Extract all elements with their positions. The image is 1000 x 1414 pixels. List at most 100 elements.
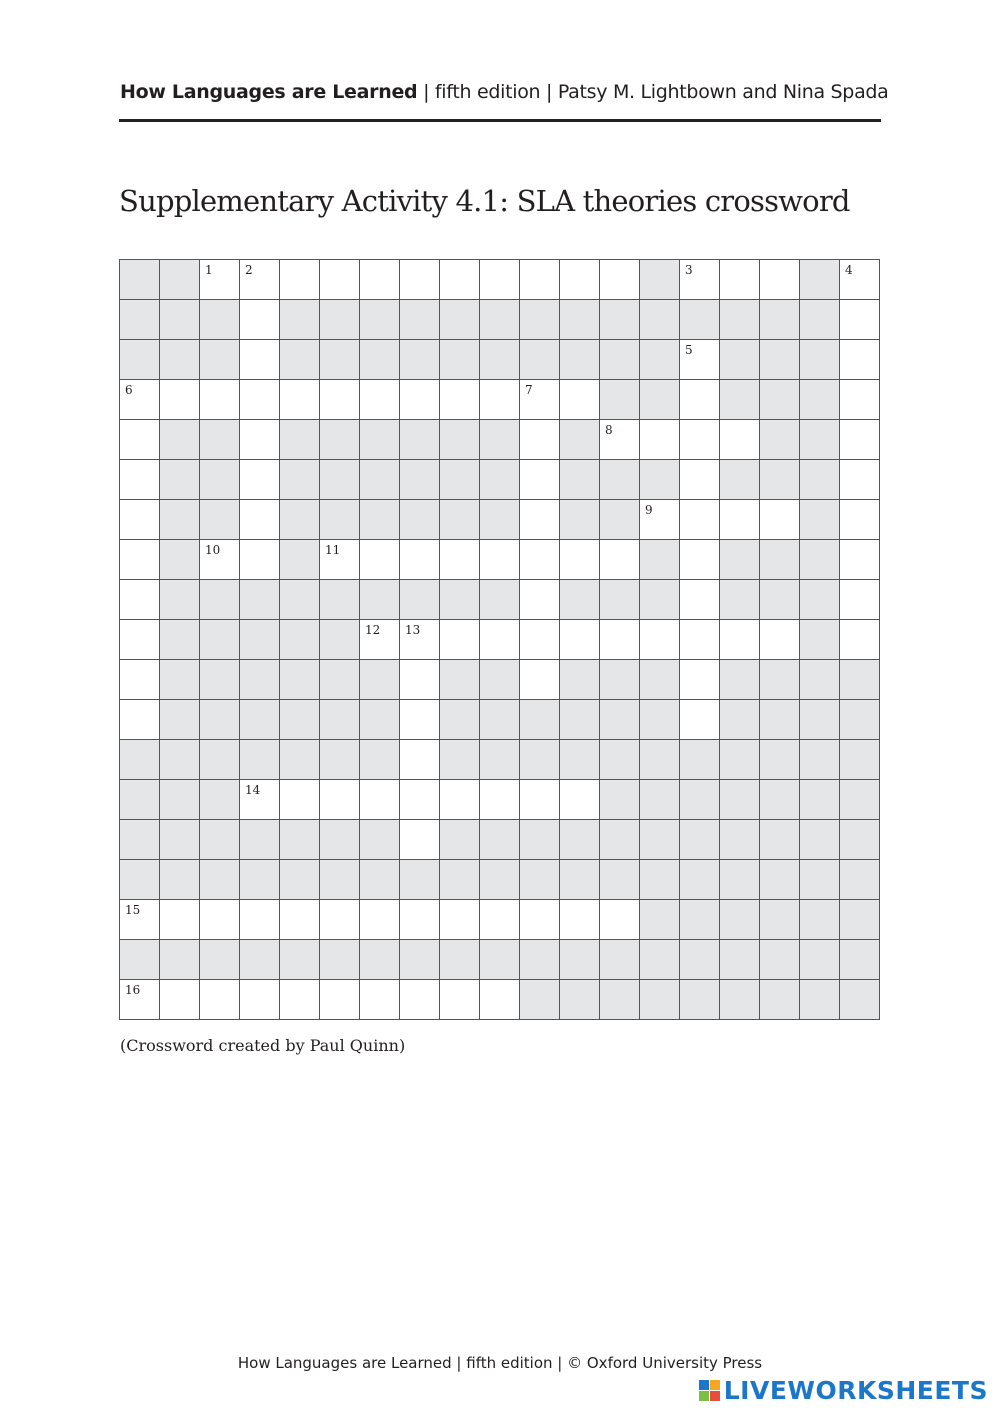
crossword-answer-cell[interactable] xyxy=(520,620,560,660)
crossword-answer-cell[interactable] xyxy=(240,500,280,540)
crossword-answer-cell[interactable] xyxy=(320,980,360,1020)
crossword-answer-cell[interactable] xyxy=(520,260,560,300)
crossword-answer-cell[interactable] xyxy=(560,620,600,660)
crossword-answer-cell[interactable] xyxy=(160,380,200,420)
crossword-answer-cell[interactable] xyxy=(600,620,640,660)
crossword-answer-cell[interactable] xyxy=(400,260,440,300)
crossword-answer-cell[interactable] xyxy=(600,260,640,300)
crossword-answer-cell[interactable] xyxy=(400,820,440,860)
crossword-answer-cell[interactable]: 10 xyxy=(200,540,240,580)
crossword-answer-cell[interactable] xyxy=(440,900,480,940)
crossword-answer-cell[interactable] xyxy=(120,540,160,580)
crossword-answer-cell[interactable] xyxy=(560,380,600,420)
crossword-answer-cell[interactable] xyxy=(400,660,440,700)
crossword-answer-cell[interactable] xyxy=(760,260,800,300)
crossword-answer-cell[interactable] xyxy=(280,260,320,300)
crossword-answer-cell[interactable] xyxy=(240,540,280,580)
crossword-answer-cell[interactable] xyxy=(360,780,400,820)
crossword-answer-cell[interactable] xyxy=(520,900,560,940)
crossword-answer-cell[interactable] xyxy=(480,780,520,820)
crossword-answer-cell[interactable] xyxy=(280,780,320,820)
crossword-answer-cell[interactable] xyxy=(400,700,440,740)
crossword-answer-cell[interactable] xyxy=(120,580,160,620)
crossword-answer-cell[interactable] xyxy=(200,980,240,1020)
crossword-answer-cell[interactable] xyxy=(440,780,480,820)
crossword-answer-cell[interactable] xyxy=(480,540,520,580)
crossword-answer-cell[interactable] xyxy=(640,420,680,460)
crossword-answer-cell[interactable] xyxy=(200,900,240,940)
crossword-answer-cell[interactable] xyxy=(360,980,400,1020)
crossword-answer-cell[interactable]: 12 xyxy=(360,620,400,660)
crossword-answer-cell[interactable] xyxy=(520,540,560,580)
crossword-answer-cell[interactable] xyxy=(240,460,280,500)
crossword-answer-cell[interactable]: 4 xyxy=(840,260,880,300)
crossword-answer-cell[interactable]: 7 xyxy=(520,380,560,420)
crossword-answer-cell[interactable] xyxy=(200,380,240,420)
crossword-answer-cell[interactable] xyxy=(320,900,360,940)
crossword-answer-cell[interactable] xyxy=(480,380,520,420)
crossword-answer-cell[interactable] xyxy=(400,540,440,580)
crossword-answer-cell[interactable] xyxy=(640,620,680,660)
crossword-answer-cell[interactable] xyxy=(320,260,360,300)
crossword-answer-cell[interactable] xyxy=(400,740,440,780)
crossword-answer-cell[interactable] xyxy=(680,580,720,620)
crossword-answer-cell[interactable] xyxy=(440,540,480,580)
crossword-answer-cell[interactable] xyxy=(480,900,520,940)
crossword-answer-cell[interactable]: 14 xyxy=(240,780,280,820)
crossword-answer-cell[interactable]: 1 xyxy=(200,260,240,300)
crossword-answer-cell[interactable] xyxy=(680,500,720,540)
crossword-answer-cell[interactable] xyxy=(160,980,200,1020)
crossword-answer-cell[interactable] xyxy=(400,900,440,940)
crossword-answer-cell[interactable] xyxy=(840,460,880,500)
crossword-answer-cell[interactable] xyxy=(720,500,760,540)
crossword-answer-cell[interactable] xyxy=(840,300,880,340)
crossword-answer-cell[interactable] xyxy=(240,340,280,380)
crossword-answer-cell[interactable] xyxy=(280,980,320,1020)
crossword-answer-cell[interactable] xyxy=(120,660,160,700)
crossword-answer-cell[interactable] xyxy=(600,540,640,580)
crossword-answer-cell[interactable] xyxy=(520,460,560,500)
crossword-answer-cell[interactable] xyxy=(360,540,400,580)
crossword-answer-cell[interactable] xyxy=(120,500,160,540)
crossword-answer-cell[interactable] xyxy=(480,260,520,300)
crossword-answer-cell[interactable] xyxy=(240,980,280,1020)
crossword-answer-cell[interactable] xyxy=(840,500,880,540)
crossword-answer-cell[interactable] xyxy=(360,380,400,420)
crossword-answer-cell[interactable]: 11 xyxy=(320,540,360,580)
crossword-answer-cell[interactable] xyxy=(680,460,720,500)
crossword-answer-cell[interactable] xyxy=(360,900,400,940)
crossword-answer-cell[interactable] xyxy=(120,620,160,660)
crossword-answer-cell[interactable] xyxy=(840,420,880,460)
crossword-answer-cell[interactable] xyxy=(240,900,280,940)
crossword-answer-cell[interactable] xyxy=(120,420,160,460)
crossword-answer-cell[interactable] xyxy=(680,700,720,740)
crossword-answer-cell[interactable]: 3 xyxy=(680,260,720,300)
crossword-answer-cell[interactable] xyxy=(720,620,760,660)
crossword-answer-cell[interactable] xyxy=(160,900,200,940)
crossword-answer-cell[interactable]: 6 xyxy=(120,380,160,420)
crossword-answer-cell[interactable] xyxy=(680,540,720,580)
crossword-answer-cell[interactable] xyxy=(360,260,400,300)
crossword-answer-cell[interactable] xyxy=(840,340,880,380)
crossword-answer-cell[interactable] xyxy=(760,500,800,540)
crossword-answer-cell[interactable] xyxy=(840,620,880,660)
crossword-answer-cell[interactable] xyxy=(680,380,720,420)
crossword-answer-cell[interactable] xyxy=(280,900,320,940)
crossword-answer-cell[interactable] xyxy=(520,660,560,700)
crossword-answer-cell[interactable] xyxy=(240,300,280,340)
crossword-answer-cell[interactable] xyxy=(760,620,800,660)
crossword-answer-cell[interactable] xyxy=(520,580,560,620)
crossword-answer-cell[interactable] xyxy=(280,380,320,420)
crossword-answer-cell[interactable] xyxy=(400,780,440,820)
crossword-answer-cell[interactable] xyxy=(520,420,560,460)
crossword-answer-cell[interactable]: 5 xyxy=(680,340,720,380)
crossword-answer-cell[interactable]: 9 xyxy=(640,500,680,540)
crossword-answer-cell[interactable] xyxy=(680,420,720,460)
crossword-answer-cell[interactable] xyxy=(120,700,160,740)
crossword-answer-cell[interactable]: 13 xyxy=(400,620,440,660)
crossword-answer-cell[interactable] xyxy=(560,780,600,820)
crossword-answer-cell[interactable] xyxy=(560,540,600,580)
crossword-answer-cell[interactable] xyxy=(440,380,480,420)
crossword-answer-cell[interactable] xyxy=(520,500,560,540)
crossword-answer-cell[interactable]: 15 xyxy=(120,900,160,940)
